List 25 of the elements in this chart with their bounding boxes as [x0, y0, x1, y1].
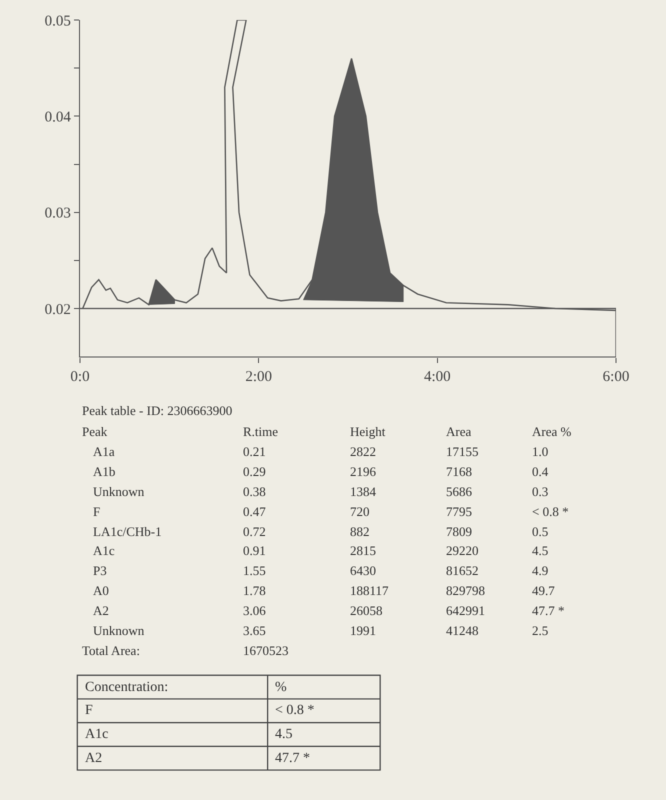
- text: Total Area: 1670523: [82, 643, 288, 658]
- text: A1b 0.29 2196 7168 0.4: [93, 464, 548, 479]
- text: A2 47.7 *: [85, 751, 310, 766]
- text: Peak R.time Height Area Area %: [82, 424, 572, 439]
- x-tick-label: 2:00: [245, 368, 272, 385]
- x-tick-label: 6:00: [602, 368, 630, 385]
- y-tick-label: 0.04: [44, 109, 72, 126]
- x-tick-label: 4:00: [424, 368, 451, 385]
- y-tick-label: 0.05: [44, 13, 71, 30]
- text: A1a 0.21 2822 17155 1.0: [93, 444, 548, 459]
- text: Concentration: %: [85, 680, 287, 695]
- x-tick-label: 0:0: [70, 368, 90, 385]
- y-tick-label: 0.02: [44, 302, 71, 318]
- text: LA1c/CHb-1 0.72 882 7809 0.5: [93, 524, 548, 539]
- text: P3 1.55 6430 81652 4.9: [93, 563, 548, 578]
- text: F < 0.8 *: [85, 703, 314, 718]
- text: A0 1.78 188117 829798 49.7: [93, 583, 555, 598]
- y-tick-label: 0.03: [44, 206, 71, 222]
- text: A2 3.06 26058 642991 47.7 *: [93, 603, 564, 618]
- text: Peak table - ID: 2306663900: [82, 403, 232, 418]
- text: Unknown 3.65 1991 41248 2.5: [93, 623, 548, 638]
- text: A1c 0.91 2815 29220 4.5: [93, 543, 548, 558]
- text: Unknown 0.38 1384 5686 0.3: [93, 484, 548, 499]
- text: A1c 4.5: [85, 727, 292, 742]
- text: F 0.47 720 7795 < 0.8 *: [93, 504, 569, 519]
